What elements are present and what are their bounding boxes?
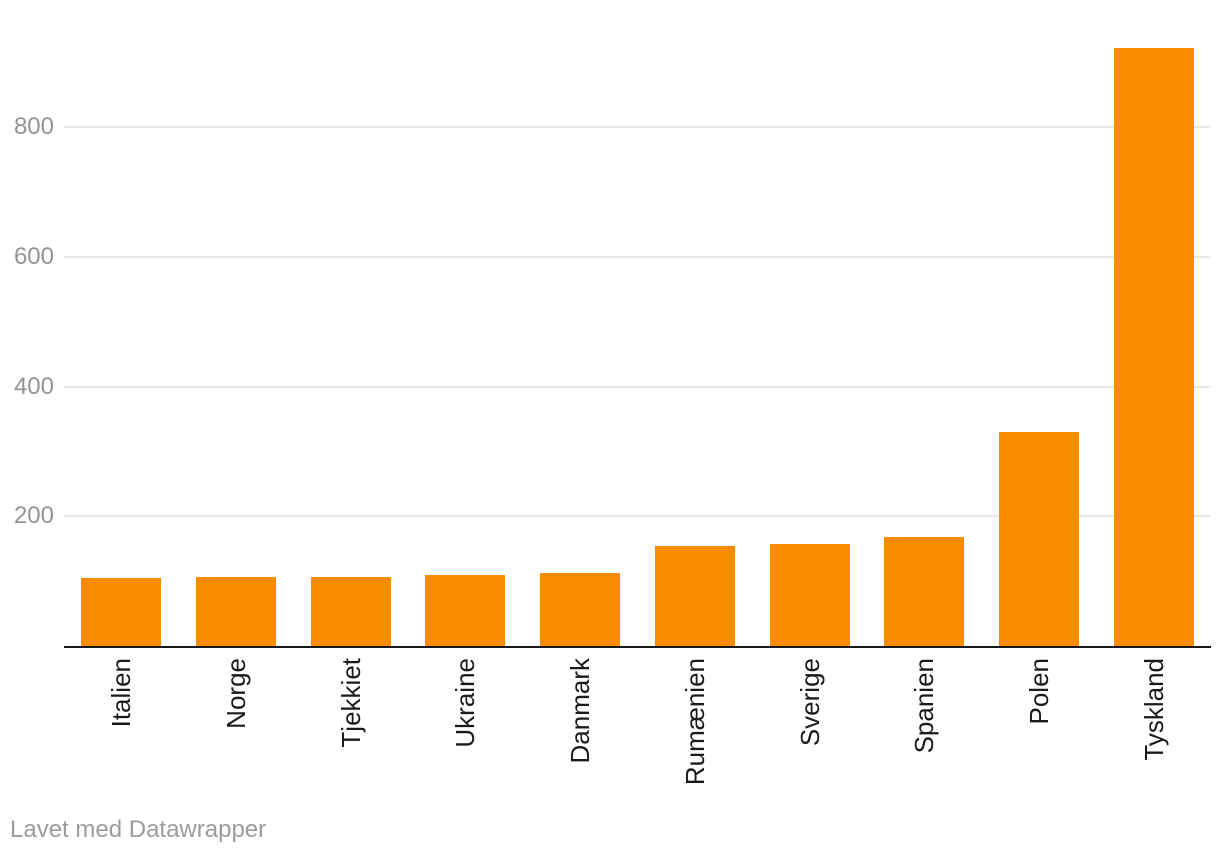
x-axis-label: Tyskland [1139, 658, 1169, 761]
x-axis-label: Ukraine [450, 658, 480, 748]
bar-polen [999, 432, 1079, 646]
x-axis-label: Norge [221, 658, 251, 729]
attribution-footer: Lavet med Datawrapper [10, 816, 267, 843]
y-axis-tick-label: 200 [13, 502, 54, 530]
y-axis-tick-label: 800 [13, 113, 54, 141]
bar-spanien [884, 537, 964, 646]
x-axis-label: Tjekkiet [336, 658, 366, 748]
gridline [64, 256, 1211, 259]
bar-sverige [770, 544, 850, 646]
gridline [64, 385, 1211, 388]
x-axis-line [64, 646, 1211, 648]
bar-tjekkiet [311, 577, 391, 646]
x-axis-label: Italien [106, 658, 136, 728]
x-axis-label: Rumænien [680, 658, 710, 786]
x-axis-label: Spanien [909, 658, 939, 754]
bar-rumænien [655, 546, 735, 646]
bar-norge [196, 577, 276, 646]
x-axis-label: Polen [1024, 658, 1054, 725]
x-axis-label: Danmark [565, 658, 595, 764]
x-axis-label: Sverige [795, 658, 825, 747]
bar-italien [81, 578, 161, 646]
bar-ukraine [425, 575, 505, 646]
gridline [64, 126, 1211, 129]
y-axis-tick-label: 600 [13, 243, 54, 271]
gridline [64, 515, 1211, 518]
y-axis-tick-label: 400 [13, 372, 54, 400]
bar-tyskland [1114, 48, 1194, 646]
bar-danmark [540, 573, 620, 646]
